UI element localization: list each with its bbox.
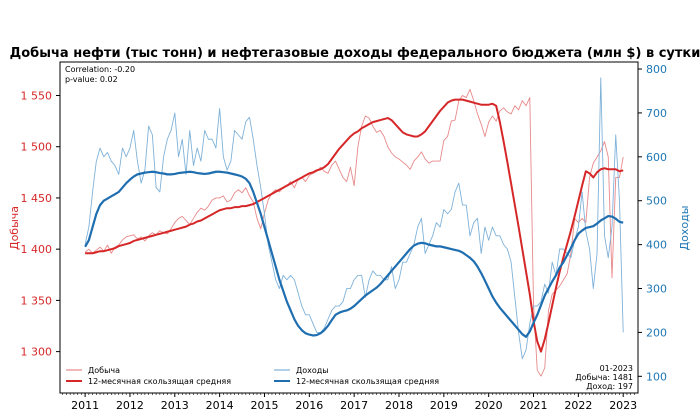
left-tick-label: 1 500 [21,141,53,154]
series-line-revenue-ma [84,170,624,338]
x-tick-label: 2015 [250,399,278,412]
last-date-annotation: 01-2023 [600,364,633,373]
x-tick-label: 2022 [564,399,592,412]
series-line-revenue-raw [84,77,624,360]
x-tick-label: 2019 [430,399,458,412]
chart-title: Добыча нефти (тыс тонн) и нефтегазовые д… [10,46,700,61]
legend: Добыча 12-месячная скользящая средняя До… [66,366,439,386]
x-tick-label: 2016 [295,399,323,412]
x-axis: 2011 2012 2013 2014 2015 2016 2017 2018 2019 2020… [62,393,637,412]
right-tick-label: 800 [646,63,667,76]
x-tick-label: 2013 [161,399,189,412]
right-tick-label: 100 [646,370,667,383]
right-tick-label: 400 [646,239,667,252]
pvalue-annotation: p-value: 0.02 [65,75,118,84]
left-tick-label: 1 400 [21,243,53,256]
right-tick-label: 700 [646,107,667,120]
series-line-production-ma [85,98,624,353]
x-tick-label: 2018 [385,399,413,412]
x-tick-label: 2023 [609,399,637,412]
x-tick-label: 2011 [71,399,99,412]
series-line-production-raw [84,88,624,377]
x-tick-label: 2014 [206,399,234,412]
left-tick-label: 1 350 [21,294,53,307]
left-y-axis: 1 300 1 350 1 400 1 450 1 500 1 550 [21,89,60,359]
legend-label-revenue-ma: 12-месячная скользящая средняя [296,377,439,386]
legend-label-production-raw: Добыча [88,366,120,375]
right-tick-label: 300 [646,283,667,296]
legend-label-revenue-raw: Доходы [296,366,329,375]
left-axis-label: Добыча [8,206,21,250]
x-tick-label: 2012 [116,399,144,412]
x-tick-label: 2017 [340,399,368,412]
last-revenue-annotation: Доход: 197 [586,382,633,391]
right-tick-label: 600 [646,151,667,164]
legend-label-production-ma: 12-месячная скользящая средняя [88,377,231,386]
plot-frame [59,61,639,394]
right-y-axis: 100 200 300 400 500 600 700 800 [638,63,667,383]
left-tick-label: 1 550 [21,89,53,102]
last-production-annotation: Добыча: 1481 [575,373,633,382]
right-tick-label: 500 [646,195,667,208]
right-axis-label: Доходы [678,206,691,251]
lines-layer [84,77,624,377]
correlation-annotation: Correlation: -0.20 [65,65,135,74]
x-tick-label: 2020 [475,399,503,412]
right-tick-label: 200 [646,326,667,339]
x-tick-label: 2021 [520,399,548,412]
left-tick-label: 1 450 [21,192,53,205]
left-tick-label: 1 300 [21,346,53,359]
